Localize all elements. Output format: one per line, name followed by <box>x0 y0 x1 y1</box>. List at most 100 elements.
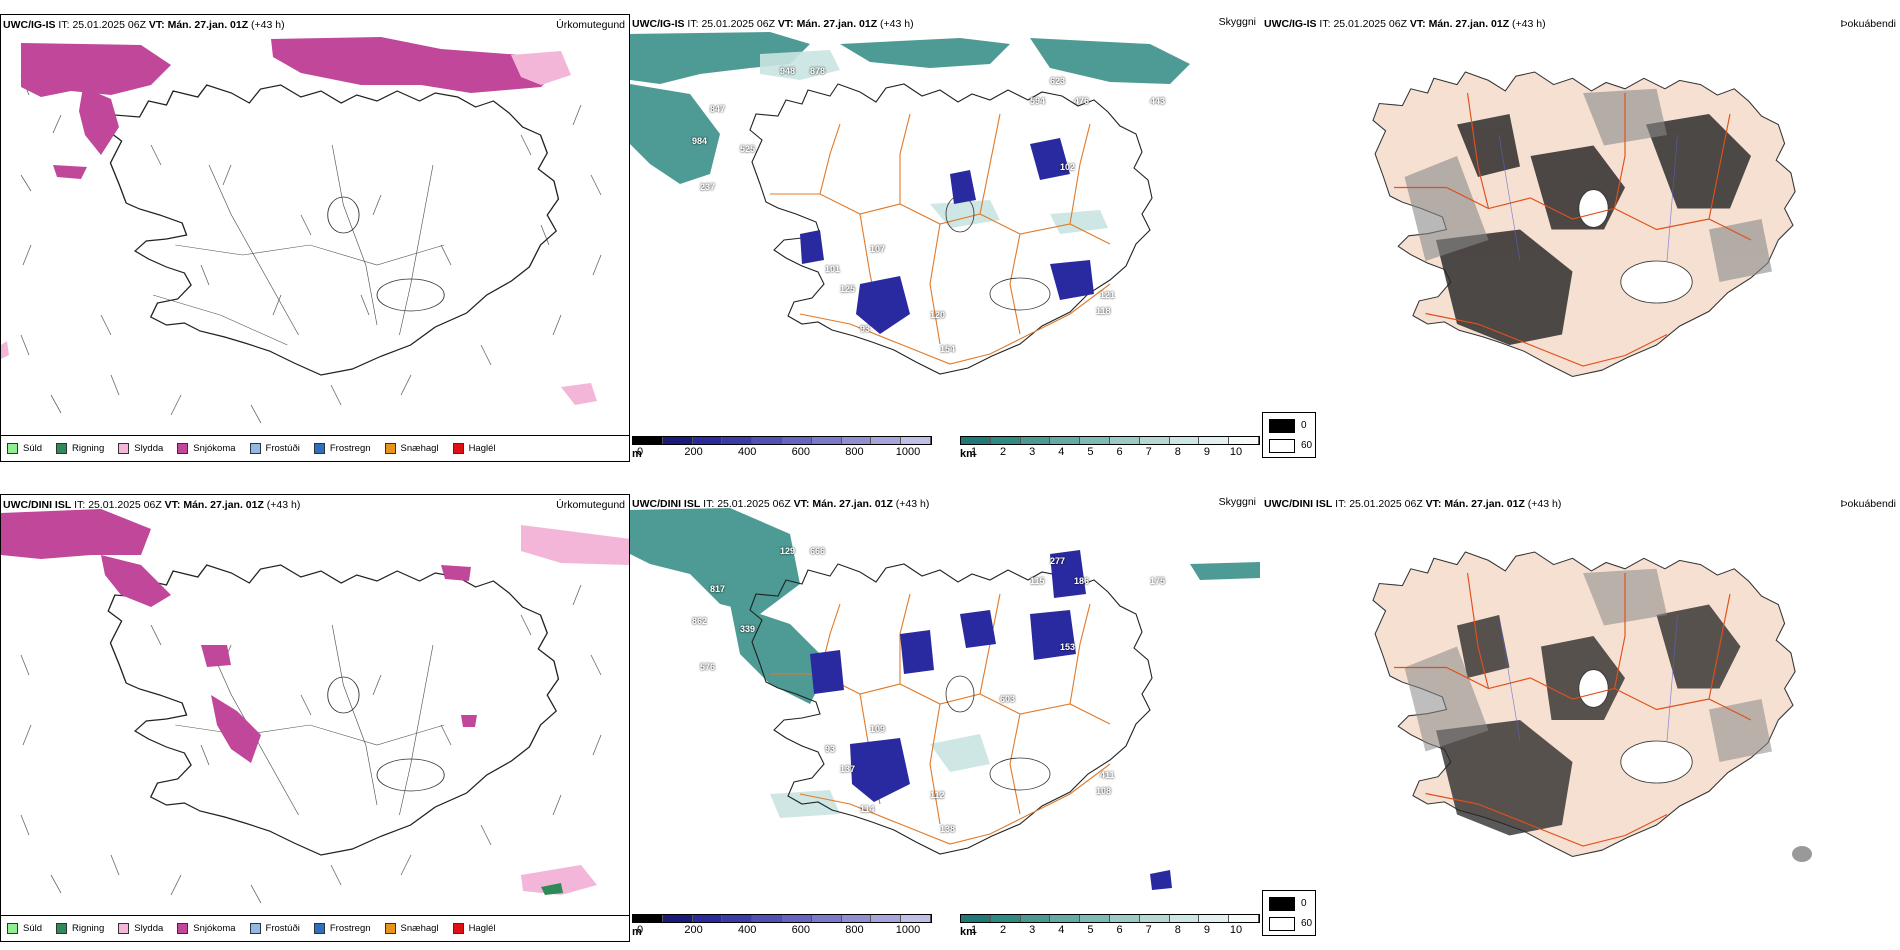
colorbar-segment <box>1050 437 1081 444</box>
colorbar-segment <box>1139 915 1170 922</box>
colorbar-segment <box>961 915 991 922</box>
vt-label: VT: <box>148 19 165 31</box>
swatch <box>384 443 396 454</box>
legend-label: Rigning <box>72 923 105 934</box>
colorbar-tick: 1000 <box>895 446 921 458</box>
vis-value-label: 120 <box>930 310 946 320</box>
fog-header-ig: UWC/IG-IS IT: 25.01.2025 06Z VT: Mán. 27… <box>1264 18 1546 30</box>
lead-time: (+43 h) <box>266 499 301 511</box>
visibility-map-ig <box>630 32 1190 375</box>
colorbar-segment <box>781 915 812 922</box>
vis-value-label: 154 <box>940 344 956 354</box>
colorbar-tick: 600 <box>791 924 810 936</box>
colorbar-tick: 10 <box>1229 446 1243 458</box>
colorbar-segment <box>1229 915 1259 922</box>
lead-time: (+43 h) <box>1512 18 1546 30</box>
fog-swatch-0 <box>1269 897 1295 911</box>
fog-legend-dini: 0 60 <box>1262 890 1316 936</box>
colorbar-segment <box>662 437 693 444</box>
swatch <box>313 443 325 454</box>
legend-label: Slydda <box>134 443 164 454</box>
colorbar-segment <box>1020 437 1051 444</box>
visibility-panel-ig: Skyggni UWC/IG-IS IT: 25.01.2025 06Z VT:… <box>630 14 1260 462</box>
vis-value-label: 666 <box>810 546 826 556</box>
legend-item-sudl: Súld <box>7 443 42 454</box>
precip-header-dini: UWC/DINI ISL IT: 25.01.2025 06Z VT: Mán.… <box>3 499 300 511</box>
colorbar-segment <box>901 915 931 922</box>
fog-swatch-60 <box>1269 917 1295 931</box>
legend-label: Haglél <box>468 443 496 454</box>
vis-value-label: 878 <box>810 66 826 76</box>
legend-item-haglel: Haglél <box>452 443 496 454</box>
vis-value-label: 603 <box>1000 694 1016 704</box>
colorbar-tick: 9 <box>1203 924 1210 936</box>
model-name: UWC/DINI ISL <box>3 499 72 511</box>
visibility-bar <box>960 436 1260 445</box>
low-cloud-areas <box>800 138 1094 334</box>
colorbar-tick: 0 <box>636 924 644 936</box>
visibility-panel-dini: Skyggni UWC/DINI ISL IT: 25.01.2025 06Z … <box>630 494 1260 914</box>
colorbar-segment <box>871 437 902 444</box>
colorbar-segment <box>990 437 1021 444</box>
colorbar-segment <box>1080 915 1110 922</box>
colorbar-segment <box>1169 915 1200 922</box>
low-cloud-areas <box>810 550 1172 890</box>
legend-item-snjokoma: Snjókoma <box>177 923 236 934</box>
colorbar-tick: 5 <box>1087 924 1094 936</box>
colorbar-tick: 200 <box>684 924 703 936</box>
vt-value: Mán. 27.jan. 01Z <box>167 19 249 31</box>
vis-value-label: 948 <box>780 66 796 76</box>
precip-title: Úrkomutegund <box>556 499 625 511</box>
it-value: 25.01.2025 06Z <box>1349 498 1423 510</box>
swatch <box>249 923 261 934</box>
legend-item-slydda: Slydda <box>118 923 163 934</box>
colorbar-segment <box>692 915 723 922</box>
colorbar-segment <box>781 437 812 444</box>
model-name: UWC/IG-IS <box>1264 18 1317 30</box>
vis-value-label: 339 <box>740 624 756 634</box>
swatch <box>452 443 464 454</box>
vis-value-label: 237 <box>700 182 716 192</box>
vis-value-label: 107 <box>870 244 886 254</box>
vis-value-label: 118 <box>1096 306 1111 316</box>
colorbar-segment <box>662 915 693 922</box>
vis-value-label: 153 <box>1060 642 1076 652</box>
fog-swatch-60 <box>1269 439 1295 453</box>
colorbar-segment <box>961 437 991 444</box>
legend-label: Frostúði <box>265 923 300 934</box>
ceiling-unit: m <box>632 448 642 460</box>
vis-value-label: 186 <box>1074 576 1090 586</box>
legend-item-snaehagl: Snæhagl <box>384 443 439 454</box>
legend-item-snjokoma: Snjókoma <box>177 443 236 454</box>
vt-label: VT: <box>793 498 810 510</box>
vis-value-label: 847 <box>710 104 726 114</box>
lead-time: (+43 h) <box>895 498 930 510</box>
vis-value-label: 443 <box>1150 96 1166 106</box>
colorbar-segment <box>1229 437 1259 444</box>
snow-areas <box>1 509 477 763</box>
colorbar-segment <box>633 915 663 922</box>
colorbar-tick: 6 <box>1116 924 1123 936</box>
vis-value-label: 115 <box>1030 576 1045 586</box>
ceiling-colorbar-dini: 0 200 400 600 800 1000 m <box>632 914 932 938</box>
precip-panel-dini: UWC/DINI ISL IT: 25.01.2025 06Z VT: Mán.… <box>0 494 630 942</box>
it-label: IT: <box>1335 498 1347 510</box>
colorbar-segment <box>752 437 782 444</box>
colorbar-segment <box>871 915 902 922</box>
colorbar-tick: 8 <box>1174 446 1181 458</box>
visibility-ticks: 1 2 3 4 5 6 7 8 9 10 <box>960 445 1260 459</box>
colorbar-segment <box>841 437 872 444</box>
colorbar-tick: 1 <box>970 924 978 936</box>
colorbar-tick: 1000 <box>895 924 921 936</box>
vis-value-label: 525 <box>740 144 756 154</box>
legend-item-frostregn: Frostregn <box>313 443 371 454</box>
ceiling-ticks: 0 200 400 600 800 1000 <box>632 923 932 937</box>
lead-time: (+43 h) <box>880 18 914 30</box>
it-label: IT: <box>687 18 699 30</box>
model-name: UWC/DINI ISL <box>1264 498 1333 510</box>
colorbar-tick: 2 <box>1000 446 1007 458</box>
legend-label: Frostregn <box>329 923 371 934</box>
vis-value-label: 137 <box>840 764 856 774</box>
vis-value-label: 817 <box>710 584 726 594</box>
it-value: 25.01.2025 06Z <box>72 19 146 31</box>
